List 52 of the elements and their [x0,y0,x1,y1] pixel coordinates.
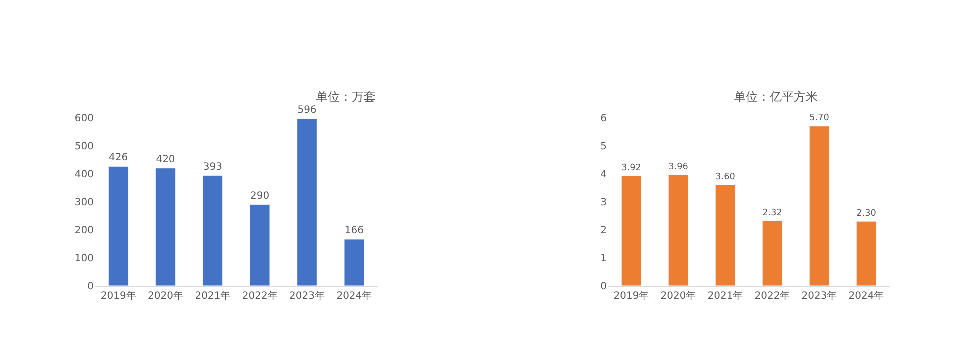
x-tick-label: 2021年 [195,290,231,302]
y-tick-label: 0 [600,281,607,292]
x-tick-label: 2019年 [614,290,650,302]
bar [297,118,318,286]
text: 单位：亿平方米 [734,90,818,104]
y-tick-label: 400 [74,169,94,180]
bar [250,204,270,286]
y-tick-label: 3 [600,197,607,208]
data-label: 3.92 [622,164,642,174]
y-tick-label: 5 [600,141,607,152]
data-label: 3.96 [668,162,689,172]
y-tick-label: 100 [74,253,94,264]
x-tick-label: 2023年 [802,290,838,302]
data-label: 596 [298,105,317,116]
y-tick-label: 600 [74,113,94,124]
data-label: 426 [109,152,128,164]
bar [762,220,783,286]
data-label: 420 [156,154,176,166]
y-tick-label: 4 [600,169,607,180]
data-label: 5.70 [810,114,830,124]
x-tick-label: 2022年 [754,290,790,302]
y-tick-label: 200 [74,225,94,236]
x-tick-label: 2019年 [100,290,136,302]
data-label: 2.30 [856,208,877,219]
x-tick-label: 2021年 [708,290,744,302]
bar [809,126,830,286]
y-tick-label: 0 [88,281,94,292]
y-tick-label: 500 [74,141,94,152]
bar [715,184,736,286]
y-tick-label: 6 [600,113,607,124]
x-tick-label: 2022年 [242,290,278,302]
text: 单位：万套 [316,90,376,104]
bar [621,176,642,286]
bar [108,166,129,286]
y-tick-label: 300 [74,197,94,208]
bar [344,239,365,286]
bar [856,221,877,286]
x-tick-label: 2024年 [336,290,372,302]
data-label: 290 [250,190,270,202]
x-tick-label: 2020年 [660,290,696,302]
x-tick-label: 2023年 [290,290,325,302]
bar [156,168,176,286]
data-label: 2.32 [762,208,782,218]
bar [202,176,224,286]
bar [668,174,689,286]
data-label: 393 [203,162,222,173]
y-tick-label: 1 [600,253,607,264]
x-tick-label: 2024年 [848,290,884,302]
data-label: 3.60 [716,172,736,183]
x-tick-label: 2020年 [148,290,184,302]
data-label: 166 [344,225,364,236]
y-tick-label: 2 [600,225,607,236]
